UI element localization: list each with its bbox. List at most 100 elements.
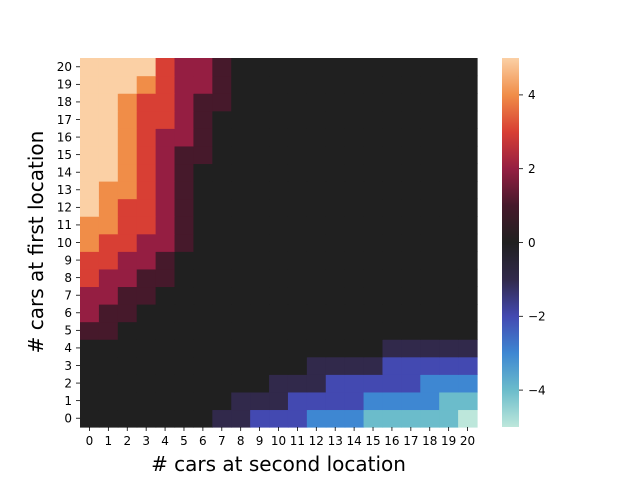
heatmap-cell bbox=[363, 198, 384, 217]
heatmap-cell bbox=[98, 268, 119, 288]
heatmap-cell bbox=[136, 304, 157, 323]
heatmap-cell bbox=[363, 163, 384, 182]
heatmap-cell bbox=[287, 339, 308, 358]
heatmap-cell bbox=[174, 409, 195, 428]
heatmap-cell bbox=[439, 356, 459, 375]
heatmap-cell bbox=[136, 356, 157, 375]
heatmap-cell bbox=[212, 233, 232, 252]
heatmap-cell bbox=[212, 374, 232, 393]
heatmap-cell bbox=[269, 391, 289, 411]
heatmap-cell bbox=[80, 216, 100, 235]
heatmap-cell bbox=[458, 93, 478, 112]
heatmap-cell bbox=[287, 198, 308, 217]
heatmap-cell bbox=[306, 356, 327, 375]
heatmap-cell bbox=[382, 304, 402, 323]
y-tick-label: 0 bbox=[64, 412, 72, 426]
x-tick-label: 9 bbox=[256, 434, 264, 448]
heatmap-cell bbox=[306, 321, 327, 340]
heatmap-cell bbox=[420, 356, 440, 375]
heatmap-cell bbox=[250, 145, 270, 165]
heatmap-cell bbox=[363, 356, 384, 375]
heatmap-cell bbox=[155, 128, 176, 147]
heatmap-cell bbox=[458, 216, 478, 235]
heatmap-cell bbox=[212, 110, 232, 129]
heatmap-cell bbox=[80, 268, 100, 288]
heatmap-cell bbox=[98, 198, 119, 217]
heatmap-cell bbox=[155, 145, 176, 165]
heatmap-cell bbox=[287, 110, 308, 129]
heatmap-cell bbox=[98, 251, 119, 270]
heatmap-cell bbox=[117, 304, 138, 323]
heatmap-cell bbox=[382, 286, 402, 305]
heatmap-cell bbox=[212, 286, 232, 305]
heatmap-cell bbox=[363, 216, 384, 235]
y-tick-label: 10 bbox=[57, 236, 72, 250]
heatmap-cell bbox=[212, 58, 232, 77]
heatmap-cell bbox=[193, 163, 213, 182]
heatmap-cell bbox=[401, 163, 421, 182]
heatmap-cell bbox=[250, 321, 270, 340]
heatmap-cell bbox=[117, 110, 138, 129]
heatmap-cell bbox=[382, 181, 402, 200]
heatmap-cell bbox=[212, 181, 232, 200]
heatmap-cell bbox=[306, 181, 327, 200]
heatmap-cell bbox=[269, 75, 289, 94]
heatmap-cell bbox=[458, 391, 478, 411]
heatmap-cell bbox=[80, 356, 100, 375]
heatmap-cell bbox=[439, 110, 459, 129]
heatmap-cell bbox=[420, 145, 440, 165]
heatmap-cell bbox=[250, 268, 270, 288]
heatmap-cell bbox=[344, 163, 365, 182]
heatmap-cell bbox=[325, 163, 346, 182]
heatmap-cell bbox=[439, 321, 459, 340]
x-tick-label: 15 bbox=[365, 434, 380, 448]
heatmap-cell bbox=[80, 110, 100, 129]
heatmap-cell bbox=[325, 110, 346, 129]
heatmap-cell bbox=[458, 339, 478, 358]
heatmap-cell bbox=[269, 304, 289, 323]
heatmap-cell bbox=[287, 233, 308, 252]
heatmap-cell bbox=[344, 304, 365, 323]
heatmap-cell bbox=[344, 110, 365, 129]
heatmap-cell bbox=[174, 93, 195, 112]
heatmap-cell bbox=[117, 216, 138, 235]
heatmap-cell bbox=[98, 339, 119, 358]
heatmap-cell bbox=[231, 216, 251, 235]
y-tick-label: 7 bbox=[64, 289, 72, 303]
heatmap-cell bbox=[174, 110, 195, 129]
heatmap-cell bbox=[80, 58, 100, 77]
y-tick-label: 18 bbox=[57, 95, 72, 109]
heatmap-cell bbox=[344, 251, 365, 270]
heatmap-cell bbox=[344, 181, 365, 200]
heatmap-cell bbox=[117, 391, 138, 411]
heatmap-cell bbox=[250, 128, 270, 147]
heatmap-cell bbox=[174, 181, 195, 200]
heatmap-cell bbox=[98, 163, 119, 182]
colorbar-tick-label: −2 bbox=[528, 310, 546, 324]
heatmap-cell bbox=[193, 374, 213, 393]
heatmap-cell bbox=[325, 251, 346, 270]
heatmap-cell bbox=[458, 233, 478, 252]
heatmap-cell bbox=[212, 339, 232, 358]
heatmap-cell bbox=[344, 321, 365, 340]
heatmap-cell bbox=[287, 58, 308, 77]
heatmap-cell bbox=[420, 216, 440, 235]
x-tick-label: 20 bbox=[460, 434, 475, 448]
heatmap-cell bbox=[287, 251, 308, 270]
heatmap-cell bbox=[212, 198, 232, 217]
heatmap-cell bbox=[174, 356, 195, 375]
heatmap-cell bbox=[250, 198, 270, 217]
heatmap-cell bbox=[212, 75, 232, 94]
heatmap-cell bbox=[344, 75, 365, 94]
heatmap-cell bbox=[98, 181, 119, 200]
heatmap-cell bbox=[344, 58, 365, 77]
heatmap-cell bbox=[193, 128, 213, 147]
heatmap-cell bbox=[344, 339, 365, 358]
heatmap-cell bbox=[287, 128, 308, 147]
heatmap-cell bbox=[212, 251, 232, 270]
heatmap-cell bbox=[117, 128, 138, 147]
heatmap-cell bbox=[155, 391, 176, 411]
heatmap-cell bbox=[136, 286, 157, 305]
heatmap-cell bbox=[269, 409, 289, 428]
